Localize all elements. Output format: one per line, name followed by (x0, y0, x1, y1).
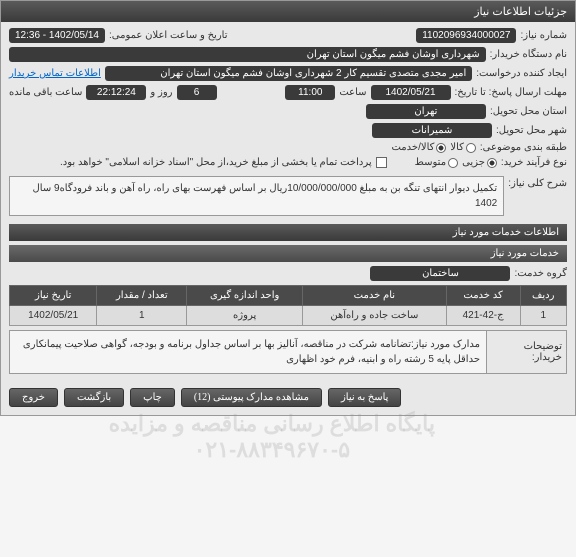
col-row: ردیف (520, 286, 566, 306)
remaining-time: 22:12:24 (86, 85, 146, 100)
partial-label: جزیی (462, 157, 485, 168)
requester-label: ایجاد کننده درخواست: (476, 68, 567, 79)
payment-note: پرداخت تمام یا بخشی از مبلغ خرید،از محل … (60, 157, 372, 168)
services-subtitle: خدمات مورد نیاز (9, 245, 567, 262)
form-area: شماره نیاز: 1102096934000027 تاریخ و ساع… (1, 22, 575, 380)
group-label: گروه خدمت: (514, 268, 567, 279)
buyer-notes-content: مدارک مورد نیاز:تضانامه شرکت در مناقصه، … (9, 330, 487, 374)
radio-service[interactable]: کالا/خدمت (391, 142, 446, 153)
header-title: جزئیات اطلاعات نیاز (474, 6, 567, 18)
cell-qty: 1 (97, 306, 187, 326)
remaining-label: ساعت باقی مانده (9, 87, 82, 98)
col-qty: تعداد / مقدار (97, 286, 187, 306)
row-requester: ایجاد کننده درخواست: امیر مجدی متصدی تقس… (9, 66, 567, 81)
col-date: تاریخ نیاز (10, 286, 97, 306)
respond-button[interactable]: پاسخ به نیاز (328, 388, 402, 407)
goods-label: کالا (450, 142, 464, 153)
service-label: کالا/خدمت (391, 142, 434, 153)
announce-label: تاریخ و ساعت اعلان عمومی: (109, 30, 228, 41)
footer-buttons: پاسخ به نیاز مشاهده مدارک پیوستی (12) چا… (1, 380, 575, 415)
exit-button[interactable]: خروج (9, 388, 58, 407)
deadline-date: 1402/05/21 (371, 85, 451, 100)
row-classification: طبقه بندی موضوعی: کالا کالا/خدمت (9, 142, 567, 153)
payment-checkbox[interactable] (376, 157, 387, 168)
radio-partial[interactable]: جزیی (462, 157, 497, 168)
table-header-row: ردیف کد خدمت نام خدمت واحد اندازه گیری ت… (10, 286, 567, 306)
cell-name: ساخت جاده و راه‌آهن (303, 306, 447, 326)
announce-value: 1402/05/14 - 12:36 (9, 28, 105, 43)
deadline-label: مهلت ارسال پاسخ: تا تاریخ: (455, 87, 567, 98)
radio-partial-dot (487, 158, 497, 168)
general-desc-box: تکمیل دیوار انتهای تنگه بن به مبلغ 10/00… (9, 176, 504, 216)
radio-goods-dot (466, 143, 476, 153)
city-value: شمیرانات (372, 123, 492, 138)
days-and-label: روز و (150, 87, 172, 98)
classification-label: طبقه بندی موضوعی: (480, 142, 567, 153)
back-button[interactable]: بازگشت (64, 388, 124, 407)
row-city: شهر محل تحویل: شمیرانات (9, 123, 567, 138)
main-container: جزئیات اطلاعات نیاز شماره نیاز: 11020969… (0, 0, 576, 416)
buyer-notes-row: توضیحات خریدار: مدارک مورد نیاز:تضانامه … (9, 330, 567, 374)
col-name: نام خدمت (303, 286, 447, 306)
col-unit: واحد اندازه گیری (187, 286, 303, 306)
row-deadline: مهلت ارسال پاسخ: تا تاریخ: 1402/05/21 سا… (9, 85, 567, 100)
need-number-label: شماره نیاز: (520, 30, 567, 41)
days-count: 6 (177, 85, 217, 100)
time-label-1: ساعت (339, 87, 366, 98)
watermark: پایگاه اطلاع رسانی مناقصه و مزایده ۰۲۱-۸… (109, 411, 435, 463)
radio-goods[interactable]: کالا (450, 142, 476, 153)
deadline-time: 11:00 (285, 85, 335, 100)
province-value: تهران (366, 104, 486, 119)
col-code: کد خدمت (446, 286, 520, 306)
cell-code: ج-42-421 (446, 306, 520, 326)
group-value: ساختمان (370, 266, 510, 281)
buyer-org-label: نام دستگاه خریدار: (490, 49, 567, 60)
services-table: ردیف کد خدمت نام خدمت واحد اندازه گیری ت… (9, 285, 567, 326)
general-desc-label: شرح کلی نیاز: (508, 172, 567, 189)
buyer-org-value: شهرداری اوشان فشم میگون استان تهران (9, 47, 486, 62)
row-general-desc: شرح کلی نیاز: تکمیل دیوار انتهای تنگه بن… (9, 172, 567, 220)
radio-service-dot (436, 143, 446, 153)
services-section-title: اطلاعات خدمات مورد نیاز (9, 224, 567, 241)
row-buyer-org: نام دستگاه خریدار: شهرداری اوشان فشم میگ… (9, 47, 567, 62)
cell-row: 1 (520, 306, 566, 326)
attachments-button[interactable]: مشاهده مدارک پیوستی (12) (181, 388, 322, 407)
requester-value: امیر مجدی متصدی تقسیم کار 2 شهرداری اوشا… (105, 66, 472, 81)
radio-medium-dot (448, 158, 458, 168)
radio-medium[interactable]: متوسط (415, 157, 458, 168)
buyer-notes-label: توضیحات خریدار: (487, 330, 567, 374)
header-bar: جزئیات اطلاعات نیاز (1, 1, 575, 22)
row-service-group: گروه خدمت: ساختمان (9, 266, 567, 281)
row-province: استان محل تحویل: تهران (9, 104, 567, 119)
province-label: استان محل تحویل: (490, 106, 567, 117)
city-label: شهر محل تحویل: (496, 125, 567, 136)
cell-date: 1402/05/21 (10, 306, 97, 326)
agreement-type-label: نوع فرآیند خرید: (501, 157, 567, 168)
print-button[interactable]: چاپ (130, 388, 175, 407)
contact-link[interactable]: اطلاعات تماس خریدار (9, 68, 101, 79)
medium-label: متوسط (415, 157, 446, 168)
row-agreement-type: نوع فرآیند خرید: جزیی متوسط پرداخت تمام … (9, 157, 567, 168)
table-row: 1 ج-42-421 ساخت جاده و راه‌آهن پروژه 1 1… (10, 306, 567, 326)
row-need-number: شماره نیاز: 1102096934000027 تاریخ و ساع… (9, 28, 567, 43)
cell-unit: پروژه (187, 306, 303, 326)
need-number-value: 1102096934000027 (416, 28, 516, 43)
